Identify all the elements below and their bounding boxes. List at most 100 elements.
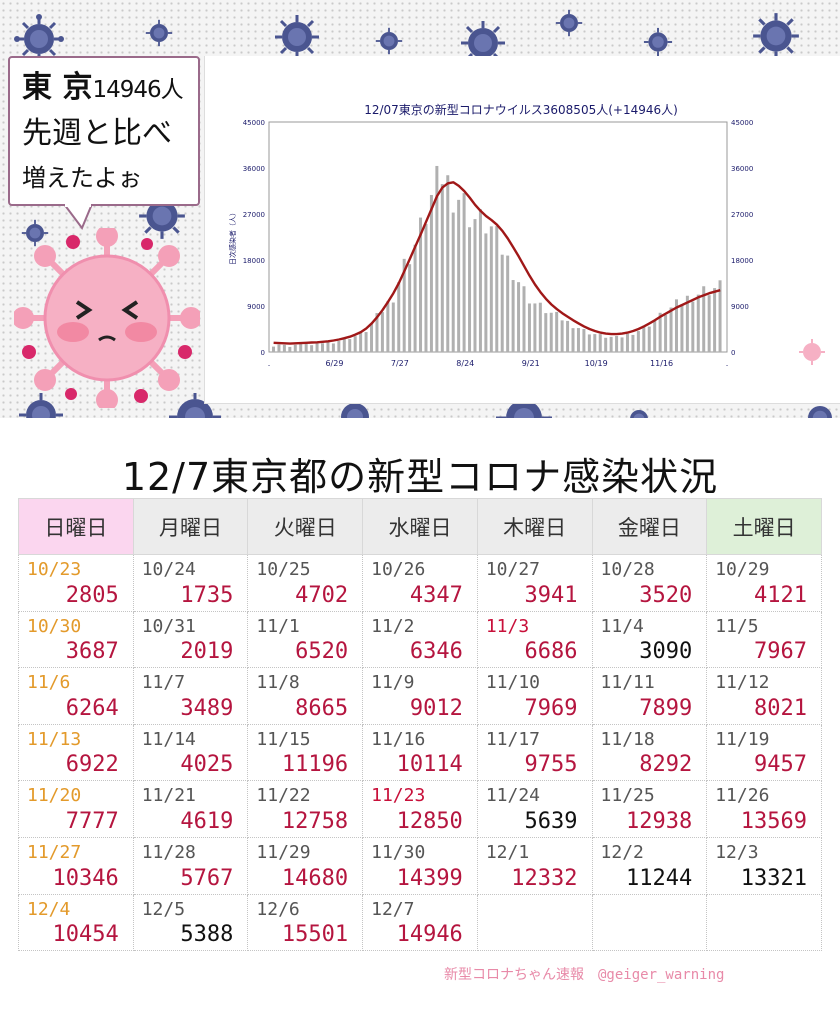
day-cell: 11/18 8292 (591, 723, 708, 782)
daily-case-bar (408, 264, 412, 352)
daily-case-bar (609, 336, 613, 352)
day-date: 10/30 (27, 615, 82, 637)
daily-case-bar (277, 344, 281, 352)
daily-case-bar (478, 209, 482, 352)
daily-case-bar (527, 303, 531, 352)
day-date: 11/8 (256, 672, 300, 694)
table-title: 12/7東京都の新型コロナ感染状況 (121, 455, 719, 499)
day-date: 11/1 (256, 615, 300, 637)
virus-icon (21, 219, 49, 247)
daily-case-bar (375, 313, 379, 352)
daily-case-bar (713, 288, 717, 352)
day-cell: 12/7 14946 (362, 893, 478, 952)
day-cell (591, 893, 708, 952)
day-date: 11/5 (715, 615, 759, 637)
daily-case-bar (457, 199, 461, 352)
virus-icon (375, 27, 403, 55)
daily-case-bar (370, 323, 374, 352)
weekday-header: 木曜日 (476, 498, 593, 555)
daily-case-bar (484, 233, 488, 352)
day-date: 11/9 (371, 672, 415, 694)
day-cell: 11/23 12850 (362, 780, 478, 838)
daily-case-bar (593, 334, 597, 352)
daily-case-bar (391, 302, 395, 352)
daily-case-bar (685, 295, 689, 352)
daily-case-bar (560, 320, 564, 352)
table-row: 10/30 3687 10/31 2019 11/1 6520 11/2 6346 11/3 66… (18, 610, 822, 669)
y-tick-label-left: 18000 (243, 257, 265, 265)
day-date: 10/28 (600, 559, 655, 580)
y-tick-label-right: 27000 (731, 211, 753, 219)
day-cell: 12/2 11244 (591, 836, 708, 895)
daily-case-bar (272, 346, 275, 352)
daily-case-bar (386, 301, 390, 352)
day-date: 11/29 (256, 841, 311, 863)
daily-case-bar (636, 331, 640, 352)
daily-case-bar (331, 343, 335, 352)
chart-title: 12/07東京の新型コロナウイルス3608505人(+14946人) (364, 102, 678, 117)
day-cell: 11/13 6922 (18, 723, 134, 782)
day-cell: 11/12 8021 (706, 667, 822, 725)
day-case-count: 11244 (625, 865, 693, 891)
day-case-count: 4121 (754, 582, 807, 608)
credit: 新型コロナちゃん速報 @geiger_warning (444, 967, 725, 983)
daily-case-bar (397, 282, 401, 352)
day-cell: 11/7 3489 (132, 667, 249, 725)
day-date: 11/20 (27, 785, 82, 807)
bubble-count: 14946人 (92, 77, 183, 103)
daily-case-bar (669, 307, 673, 352)
daily-case-bar (342, 338, 346, 352)
day-date: 12/2 (600, 841, 644, 863)
day-case-count: 7967 (754, 639, 807, 665)
day-case-count: 15501 (281, 922, 349, 948)
day-date: 11/13 (27, 728, 82, 750)
daily-case-bar (348, 339, 352, 352)
day-date: 11/17 (485, 728, 540, 750)
weekday-header: 火曜日 (247, 498, 364, 555)
daily-case-bar (489, 226, 493, 352)
daily-case-bar (631, 334, 635, 352)
day-case-count: 4702 (295, 582, 349, 608)
day-cell: 12/3 13321 (706, 836, 822, 895)
day-cell: 12/1 12332 (476, 836, 593, 895)
day-date: 11/6 (27, 672, 71, 694)
day-case-count: 4619 (180, 808, 234, 834)
bubble-line-3: 増えたよぉ (22, 164, 142, 192)
daily-case-bar (495, 226, 499, 352)
daily-case-bar (299, 343, 303, 352)
day-date: 12/4 (27, 898, 71, 920)
day-case-count: 10454 (52, 922, 119, 948)
daily-case-bar (702, 286, 706, 352)
small-mascot-icon (799, 339, 825, 365)
day-date: 11/19 (715, 728, 770, 750)
day-date: 11/3 (485, 615, 530, 637)
day-case-count: 3520 (639, 582, 693, 608)
day-cell: 11/29 14680 (247, 836, 364, 895)
day-case-count: 5388 (180, 922, 234, 948)
y-tick-label-right: 18000 (731, 257, 753, 265)
daily-case-bar (293, 344, 297, 352)
day-cell: 11/8 8665 (247, 667, 364, 725)
x-tick-label: 8/24 (456, 359, 474, 368)
daily-case-bar (538, 302, 542, 352)
day-cell: 11/9 9012 (362, 667, 478, 725)
day-cell: 11/28 5767 (132, 836, 249, 895)
day-date: 11/21 (141, 785, 196, 807)
day-date: 11/7 (141, 672, 186, 694)
daily-case-bar (522, 286, 526, 352)
daily-case-bar (310, 345, 314, 352)
day-date: 10/25 (256, 559, 311, 580)
day-cell: 11/6 6264 (18, 667, 134, 725)
day-cell: 10/31 2019 (132, 610, 249, 669)
virus-icon (753, 13, 799, 59)
day-case-count: 9012 (409, 695, 463, 721)
day-case-count: 4025 (180, 752, 234, 778)
day-cell: 11/21 4619 (132, 780, 249, 838)
day-case-count: 6922 (65, 752, 119, 778)
day-case-count: 7777 (65, 808, 119, 834)
table-row: 12/4 10454 12/5 5388 12/6 15501 12/7 14946 (18, 893, 822, 952)
x-tick-label: . (268, 359, 271, 368)
day-cell: 11/10 7969 (476, 667, 593, 725)
daily-case-bar (544, 313, 548, 352)
daily-case-bar (533, 303, 537, 352)
